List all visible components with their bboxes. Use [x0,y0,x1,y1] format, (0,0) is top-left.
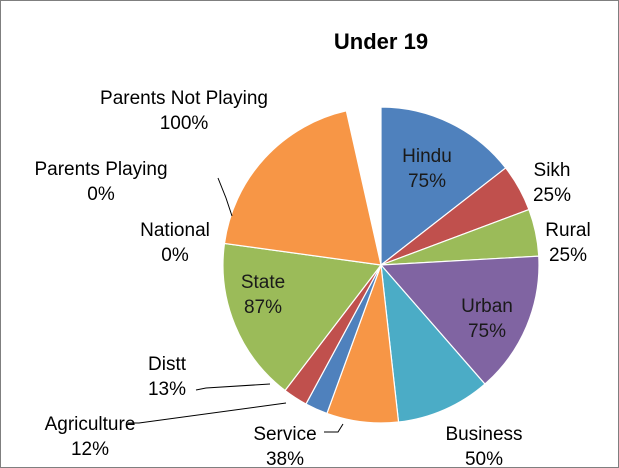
label-value-urban: 75% [468,321,506,342]
leader-lines [128,177,344,433]
slice-parents-not-playing [223,110,382,266]
label-value-rural: 25% [549,245,587,266]
label-name-parents-playing: Parents Playing [34,159,167,180]
label-value-business: 50% [465,449,503,468]
label-value-service: 38% [266,449,304,468]
label-agriculture: Agriculture 12% [45,414,136,460]
label-value-agriculture: 12% [71,439,109,460]
label-name-state: State [241,272,285,293]
leader-agriculture [128,402,287,424]
label-name-national: National [140,220,210,241]
label-name-distt: Distt [148,354,187,375]
label-name-business: Business [445,424,522,445]
label-state: State 87% [241,272,285,318]
label-business: Business 50% [445,424,522,468]
leader-parents-not-playing [217,177,233,217]
label-sikh: Sikh 25% [533,160,571,206]
leader-service [324,423,344,433]
slice-business [380,263,486,423]
label-value-sikh: 25% [533,185,571,206]
label-value-state: 87% [244,297,282,318]
label-name-urban: Urban [461,296,513,317]
label-hindu: Hindu 75% [402,146,452,192]
label-name-parents-not-playing: Parents Not Playing [100,88,268,109]
leader-distt [195,383,271,391]
label-name-hindu: Hindu [402,146,452,167]
label-value-parents-playing: 0% [87,184,115,205]
label-distt: Distt 13% [148,354,187,400]
label-name-agriculture: Agriculture [45,414,136,435]
label-national: National 0% [140,220,210,266]
slice-labels: Hindu 75% Sikh 25% Rural 25% Urban 75% Business 5… [34,88,590,468]
label-name-rural: Rural [545,220,590,241]
label-value-hindu: 75% [408,171,446,192]
label-value-distt: 13% [148,379,186,400]
label-urban: Urban 75% [461,296,513,342]
label-rural: Rural 25% [545,220,590,266]
label-value-national: 0% [161,245,189,266]
slice-hindu [380,106,507,267]
label-service: Service 38% [253,424,316,468]
slice-state [222,242,383,392]
label-parents-playing: Parents Playing 0% [34,159,167,205]
label-value-parents-not-playing: 100% [160,113,209,134]
chart-title: Under 19 [334,29,428,54]
label-parents-not-playing: Parents Not Playing 100% [100,88,268,134]
label-name-sikh: Sikh [534,160,571,181]
slice-urban [379,255,540,385]
label-name-service: Service [253,424,316,445]
pie-slices [222,106,540,424]
